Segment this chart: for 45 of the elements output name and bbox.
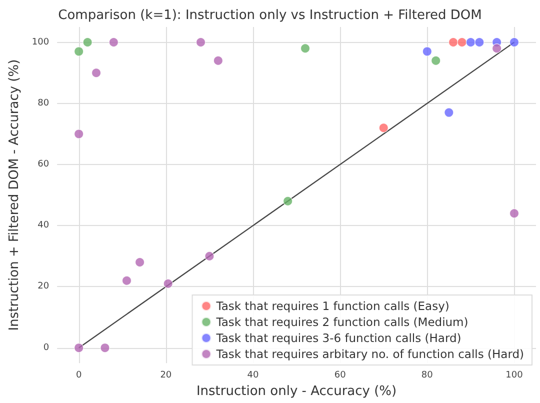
y-axis-title: Instruction + Filtered DOM - Accuracy (%) <box>7 59 22 331</box>
x-tick-label: 100 <box>506 370 524 381</box>
y-tick-label: 80 <box>38 98 50 108</box>
point <box>163 278 173 288</box>
point <box>300 44 310 54</box>
point <box>378 123 388 133</box>
point <box>448 37 458 48</box>
x-tick-label: 40 <box>247 370 259 381</box>
x-tick-label: 20 <box>160 370 172 381</box>
point <box>509 208 520 218</box>
point <box>122 276 132 286</box>
point <box>82 37 92 48</box>
point <box>431 56 441 66</box>
point <box>444 108 454 118</box>
x-tick-label: 80 <box>421 370 434 381</box>
legend-label: Task that requires arbitary no. of function calls (Hard) <box>215 347 524 361</box>
x-tick-label: 0 <box>76 370 82 381</box>
point <box>196 37 206 48</box>
y-tick-label: 100 <box>32 37 50 48</box>
point <box>466 37 476 48</box>
x-axis-title: Instruction only - Accuracy (%) <box>196 384 397 399</box>
point <box>213 56 223 66</box>
x-tick-label: 60 <box>334 370 346 381</box>
chart-title: Comparison (k=1): Instruction only vs Instruction + Filtered DOM <box>58 8 482 23</box>
point <box>74 343 84 353</box>
point <box>108 37 118 48</box>
point <box>422 46 432 56</box>
point <box>492 44 502 54</box>
point <box>283 196 293 206</box>
point <box>204 251 214 261</box>
point <box>135 257 145 268</box>
y-tick-label: 60 <box>38 159 50 170</box>
point <box>474 37 484 48</box>
point <box>91 68 102 78</box>
legend-label: Task that requires 3-6 function calls (Hard) <box>215 331 462 345</box>
legend-label: Task that requires 2 function calls (Medium) <box>215 315 468 329</box>
point <box>100 343 110 353</box>
y-tick-label: 20 <box>38 282 50 292</box>
point <box>509 37 520 48</box>
y-tick-label: 0 <box>43 342 50 353</box>
point <box>74 46 84 56</box>
legend-label: Task that requires 1 function calls (Easy) <box>215 299 450 313</box>
y-tick-label: 40 <box>38 220 50 231</box>
point <box>74 129 84 139</box>
point <box>457 37 467 48</box>
